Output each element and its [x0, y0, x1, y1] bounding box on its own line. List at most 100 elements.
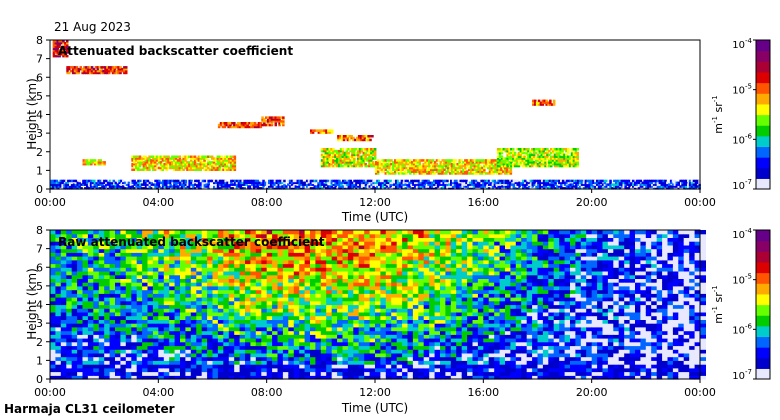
heatmap-cell: [456, 168, 459, 171]
heatmap-cell: [580, 183, 584, 186]
heatmap-cell: [531, 162, 534, 166]
heatmap-cell: [66, 371, 73, 376]
heatmap-cell: [224, 187, 227, 190]
heatmap-cell: [534, 99, 537, 103]
heatmap-cell: [247, 187, 250, 190]
heatmap-cell: [527, 183, 531, 186]
heatmap-cell: [120, 371, 127, 376]
heatmap-cell: [639, 179, 643, 183]
heatmap-cell: [302, 185, 305, 188]
heatmap-cell: [486, 181, 489, 185]
heatmap-cell: [147, 356, 154, 361]
heatmap-cell: [87, 183, 91, 186]
heatmap-cell: [336, 187, 339, 190]
heatmap-cell: [483, 170, 486, 173]
heatmap-cell: [340, 187, 343, 190]
heatmap-cell: [163, 181, 167, 185]
heatmap-cell: [62, 51, 65, 54]
heatmap-cell: [656, 187, 660, 190]
heatmap-cell: [93, 293, 100, 298]
heatmap-cell: [245, 233, 251, 238]
heatmap-cell: [342, 138, 346, 142]
heatmap-cell: [180, 168, 183, 171]
heatmap-cell: [339, 153, 343, 157]
heatmap-cell: [125, 289, 132, 294]
heatmap-cell: [226, 166, 229, 170]
heatmap-cell: [234, 256, 241, 261]
heatmap-cell: [261, 263, 268, 268]
heatmap-cell: [71, 259, 78, 265]
heatmap-cell: [158, 248, 165, 253]
heatmap-cell: [161, 168, 165, 171]
heatmap-cell: [131, 326, 138, 332]
heatmap-cell: [418, 166, 422, 170]
heatmap-cell: [256, 187, 260, 190]
heatmap-cell: [353, 155, 356, 158]
heatmap-cell: [277, 181, 280, 185]
heatmap-cell: [180, 241, 186, 246]
heatmap-cell: [261, 352, 268, 358]
heatmap-cell: [161, 181, 165, 185]
heatmap-cell: [109, 304, 116, 309]
heatmap-cell: [311, 181, 315, 185]
heatmap-cell: [261, 334, 268, 339]
heatmap-cell: [165, 162, 168, 166]
heatmap-cell: [115, 356, 121, 361]
heatmap-cell: [324, 187, 328, 190]
panel-title: Attenuated backscatter coefficient: [58, 44, 293, 58]
heatmap-cell: [611, 183, 614, 186]
heatmap-cell: [525, 149, 528, 153]
heatmap-cell: [184, 181, 188, 185]
heatmap-cell: [224, 166, 227, 170]
heatmap-cell: [196, 187, 199, 190]
heatmap-cell: [550, 162, 553, 166]
heatmap-cell: [567, 164, 570, 168]
heatmap-cell: [125, 259, 132, 265]
heatmap-cell: [362, 179, 366, 183]
heatmap-cell: [180, 352, 186, 358]
heatmap-cell: [66, 319, 73, 324]
heatmap-cell: [201, 187, 205, 190]
heatmap-cell: [125, 271, 132, 276]
heatmap-cell: [424, 172, 427, 175]
heatmap-cell: [55, 297, 62, 302]
heatmap-cell: [367, 135, 370, 138]
heatmap-cell: [217, 123, 221, 127]
heatmap-cell: [305, 183, 309, 186]
heatmap-cell: [169, 367, 176, 373]
heatmap-cell: [217, 338, 224, 343]
heatmap-cell: [174, 360, 181, 365]
heatmap-cell: [87, 278, 94, 283]
heatmap-cell: [87, 237, 94, 242]
heatmap-cell: [174, 289, 181, 294]
heatmap-cell: [87, 285, 94, 291]
heatmap-cell: [529, 151, 532, 155]
heatmap-cell: [350, 135, 353, 138]
heatmap-cell: [328, 149, 331, 153]
heatmap-cell: [348, 135, 351, 138]
heatmap-cell: [103, 179, 106, 183]
heatmap-cell: [262, 181, 265, 185]
heatmap-cell: [161, 164, 165, 168]
heatmap-cell: [671, 183, 675, 186]
heatmap-cell: [85, 69, 88, 73]
heatmap-cell: [79, 66, 82, 69]
heatmap-cell: [77, 241, 84, 246]
heatmap-cell: [104, 323, 111, 328]
heatmap-cell: [125, 315, 132, 320]
heatmap-cell: [343, 187, 347, 190]
heatmap-cell: [347, 157, 350, 160]
heatmap-cell: [203, 161, 206, 164]
heatmap-cell: [497, 187, 500, 190]
heatmap-cell: [446, 179, 449, 183]
heatmap-cell: [87, 282, 94, 287]
heatmap-cell: [216, 181, 220, 185]
heatmap-cell: [239, 230, 246, 235]
heatmap-cell: [98, 326, 105, 332]
heatmap-cell: [652, 183, 656, 186]
heatmap-cell: [109, 300, 116, 306]
heatmap-cell: [498, 170, 501, 173]
heatmap-cell: [125, 300, 132, 306]
heatmap-cell: [66, 315, 73, 320]
heatmap-cell: [201, 293, 208, 298]
